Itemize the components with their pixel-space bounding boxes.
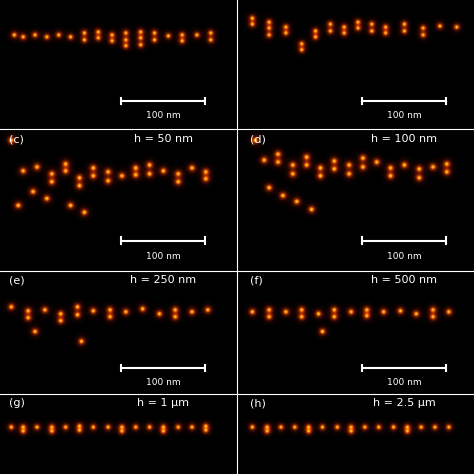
Text: h = 2.5 μm: h = 2.5 μm	[373, 398, 435, 408]
Text: h = 500 nm: h = 500 nm	[371, 275, 437, 285]
Text: 100 nm: 100 nm	[146, 252, 181, 261]
Text: (h): (h)	[250, 398, 266, 408]
Text: (d): (d)	[250, 134, 266, 144]
Text: (g): (g)	[9, 398, 25, 408]
Text: 100 nm: 100 nm	[146, 111, 181, 120]
Text: 100 nm: 100 nm	[387, 378, 421, 387]
Text: h = 1 μm: h = 1 μm	[137, 398, 190, 408]
Text: h = 50 nm: h = 50 nm	[134, 134, 193, 144]
Text: (f): (f)	[250, 275, 263, 285]
Text: 100 nm: 100 nm	[387, 111, 421, 120]
Text: (e): (e)	[9, 275, 25, 285]
Text: 100 nm: 100 nm	[146, 378, 181, 387]
Text: h = 250 nm: h = 250 nm	[130, 275, 197, 285]
Text: (c): (c)	[9, 134, 24, 144]
Text: 100 nm: 100 nm	[387, 252, 421, 261]
Text: h = 100 nm: h = 100 nm	[371, 134, 437, 144]
